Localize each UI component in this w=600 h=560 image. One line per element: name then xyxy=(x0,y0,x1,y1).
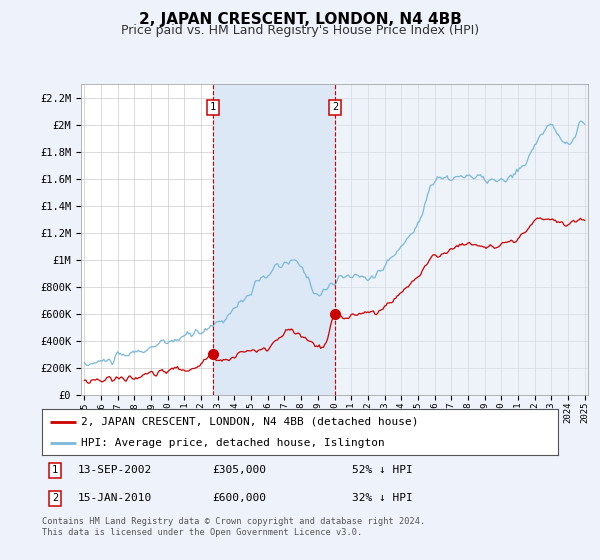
Text: Contains HM Land Registry data © Crown copyright and database right 2024.: Contains HM Land Registry data © Crown c… xyxy=(42,517,425,526)
Text: 2: 2 xyxy=(332,102,338,113)
Text: £600,000: £600,000 xyxy=(212,493,266,503)
Text: 15-JAN-2010: 15-JAN-2010 xyxy=(78,493,152,503)
Text: 32% ↓ HPI: 32% ↓ HPI xyxy=(352,493,412,503)
Text: 2: 2 xyxy=(52,493,58,503)
Bar xyxy=(335,84,593,395)
Text: HPI: Average price, detached house, Islington: HPI: Average price, detached house, Isli… xyxy=(80,438,385,448)
Text: Price paid vs. HM Land Registry's House Price Index (HPI): Price paid vs. HM Land Registry's House … xyxy=(121,24,479,36)
Text: 1: 1 xyxy=(52,465,58,475)
Text: 13-SEP-2002: 13-SEP-2002 xyxy=(78,465,152,475)
Text: 2, JAPAN CRESCENT, LONDON, N4 4BB (detached house): 2, JAPAN CRESCENT, LONDON, N4 4BB (detac… xyxy=(80,417,418,427)
Text: This data is licensed under the Open Government Licence v3.0.: This data is licensed under the Open Gov… xyxy=(42,528,362,537)
Bar xyxy=(213,84,335,395)
Text: 1: 1 xyxy=(210,102,216,113)
Text: £305,000: £305,000 xyxy=(212,465,266,475)
Text: 2, JAPAN CRESCENT, LONDON, N4 4BB: 2, JAPAN CRESCENT, LONDON, N4 4BB xyxy=(139,12,461,27)
Text: 52% ↓ HPI: 52% ↓ HPI xyxy=(352,465,412,475)
